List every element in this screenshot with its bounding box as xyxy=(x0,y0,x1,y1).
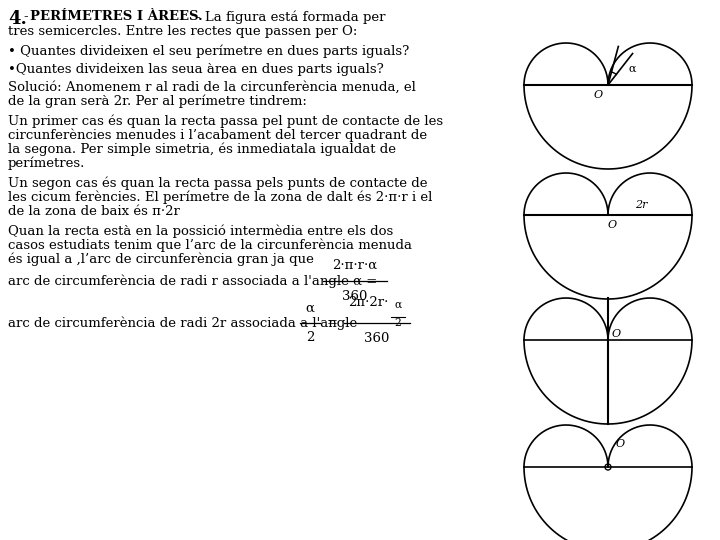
Text: 360: 360 xyxy=(342,290,368,303)
Text: 2r: 2r xyxy=(635,199,648,210)
Text: O: O xyxy=(611,329,621,339)
Text: Quan la recta està en la possició intermèdia entre els dos: Quan la recta està en la possició interm… xyxy=(8,225,393,239)
Text: arc de circumferència de radi r associada a l'angle α =: arc de circumferència de radi r associad… xyxy=(8,274,377,288)
Text: O: O xyxy=(616,439,624,449)
Text: 4.: 4. xyxy=(8,10,27,28)
Text: O: O xyxy=(593,90,603,100)
Text: Un segon cas és quan la recta passa pels punts de contacte de: Un segon cas és quan la recta passa pels… xyxy=(8,177,428,191)
Text: 2π·2r·: 2π·2r· xyxy=(348,296,388,309)
Text: 2: 2 xyxy=(395,318,401,328)
Text: circunferències menudes i l’acabament del tercer quadrant de: circunferències menudes i l’acabament de… xyxy=(8,129,427,143)
Text: les cicum ferències. El perímetre de la zona de dalt és 2·π·r i el: les cicum ferències. El perímetre de la … xyxy=(8,191,433,205)
Text: 360: 360 xyxy=(364,332,390,345)
Text: PERÍMETRES I ÀREES.: PERÍMETRES I ÀREES. xyxy=(30,10,203,23)
Text: Un primer cas és quan la recta passa pel punt de contacte de les: Un primer cas és quan la recta passa pel… xyxy=(8,115,443,129)
Text: - La figura está formada per: - La figura está formada per xyxy=(196,10,385,24)
Text: 2·π·r·α: 2·π·r·α xyxy=(333,259,377,272)
Text: -: - xyxy=(24,10,33,23)
Text: casos estudiats tenim que l’arc de la circunferència menuda: casos estudiats tenim que l’arc de la ci… xyxy=(8,239,412,253)
Text: és igual a ,l’arc de circunferència gran ja que: és igual a ,l’arc de circunferència gran… xyxy=(8,253,314,267)
Text: α: α xyxy=(305,302,315,315)
Text: O: O xyxy=(608,220,616,230)
Text: de la zona de baix és π·2r: de la zona de baix és π·2r xyxy=(8,205,180,218)
Text: α: α xyxy=(629,64,636,74)
Text: =: = xyxy=(327,316,338,329)
Text: arc de circumferència de radi 2r associada a l'angle: arc de circumferència de radi 2r associa… xyxy=(8,316,357,330)
Text: Solució: Anomenem r al radi de la circunferència menuda, el: Solució: Anomenem r al radi de la circun… xyxy=(8,81,416,94)
Text: 2: 2 xyxy=(306,331,314,344)
Text: •Quantes divideixen las seua àrea en dues parts iguals?: •Quantes divideixen las seua àrea en due… xyxy=(8,63,384,76)
Text: perímetres.: perímetres. xyxy=(8,157,86,171)
Text: la segona. Per simple simetria, és inmediatala igualdat de: la segona. Per simple simetria, és inmed… xyxy=(8,143,396,157)
Text: • Quantes divideixen el seu perímetre en dues parts iguals?: • Quantes divideixen el seu perímetre en… xyxy=(8,45,409,58)
Text: α: α xyxy=(395,300,402,310)
Text: tres semicercles. Entre les rectes que passen per O:: tres semicercles. Entre les rectes que p… xyxy=(8,25,357,38)
Text: de la gran serà 2r. Per al perímetre tindrem:: de la gran serà 2r. Per al perímetre tin… xyxy=(8,95,307,109)
